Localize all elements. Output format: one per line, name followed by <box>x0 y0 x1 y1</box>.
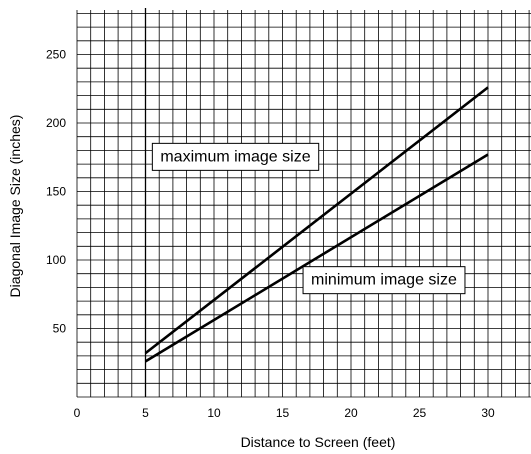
annotations: maximum image size minimum image size <box>151 142 466 295</box>
annotation-1: maximum image size <box>151 142 320 171</box>
annotation-text: minimum image size <box>311 272 457 289</box>
annotation-box <box>302 266 466 295</box>
x-tick-label: 25 <box>413 406 427 420</box>
x-tick-label: 0 <box>74 406 81 420</box>
y-axis-label: Diagonal Image Size (inches) <box>7 115 23 298</box>
y-tick-labels: 50 100 150 200 250 <box>46 48 66 336</box>
y-tick-label: 100 <box>46 253 66 267</box>
annotation-text: maximum image size <box>160 148 310 165</box>
x-tick-label: 20 <box>344 406 358 420</box>
x-tick-labels: 0 5 10 15 20 25 30 <box>74 406 495 420</box>
annotation-box <box>151 142 320 171</box>
series-lines <box>144 86 489 363</box>
series-line-2 <box>144 153 489 363</box>
series-line-1 <box>144 86 489 355</box>
y-tick-label: 200 <box>46 116 66 130</box>
x-tick-label: 5 <box>142 406 149 420</box>
annotation-2: minimum image size <box>302 266 466 295</box>
x-tick-label: 15 <box>276 406 290 420</box>
x-tick-label: 30 <box>481 406 495 420</box>
y-tick-label: 150 <box>46 185 66 199</box>
y-tick-label: 50 <box>53 322 67 336</box>
x-tick-label: 10 <box>207 406 221 420</box>
y-tick-label: 250 <box>46 48 66 62</box>
x-axis-label: Distance to Screen (feet) <box>241 434 396 450</box>
